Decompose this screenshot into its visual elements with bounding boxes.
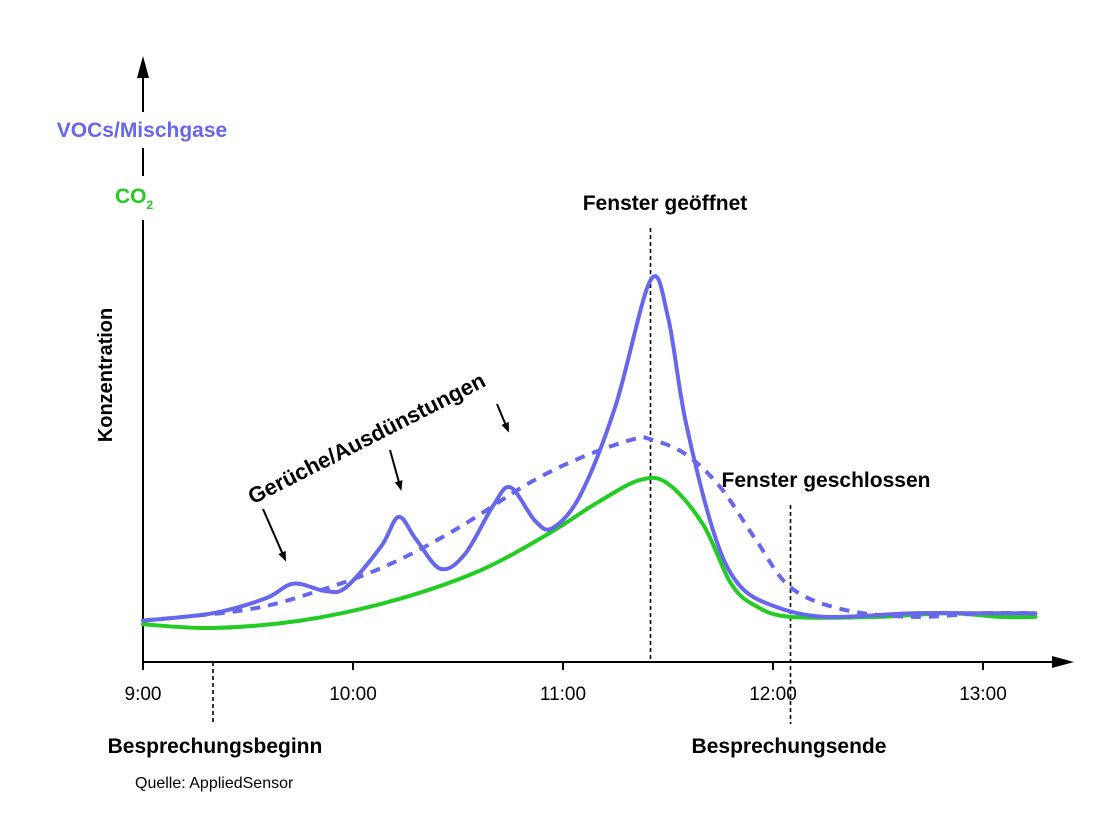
x-tick-label: 13:00 [959, 684, 1007, 705]
legend-co2-sub: 2 [147, 198, 154, 212]
label-fenster-geschlossen: Fenster geschlossen [722, 469, 931, 492]
y-axis-arrow [137, 56, 149, 78]
series-voc-line [141, 274, 1038, 623]
series-voc-dashed-line [142, 435, 1036, 623]
annotation-arrow-3 [496, 403, 509, 433]
annotation-arrow-2 [389, 449, 403, 491]
label-besprechungsende: Besprechungsende [692, 735, 887, 758]
x-tick-label: 12:00 [749, 684, 797, 705]
legend-co2-main: CO [115, 185, 147, 208]
series-co2-line [141, 475, 1038, 631]
annotation-gerueche: Gerüche/Ausdünstungen [244, 368, 490, 510]
legend-gap-co2 [136, 176, 152, 220]
x-tick-label: 9:00 [125, 684, 162, 705]
annotation-arrow-1 [262, 508, 287, 562]
x-tick-label: 11:00 [540, 684, 586, 705]
legend-co2: CO2 [115, 185, 154, 212]
label-fenster-geoeffnet: Fenster geöffnet [583, 192, 748, 215]
label-besprechungsbeginn: Besprechungsbeginn [108, 735, 323, 758]
y-axis-label: Konzentration [95, 308, 117, 442]
source-note: Quelle: AppliedSensor [135, 775, 294, 792]
x-tick-label: 10:00 [329, 684, 377, 705]
marker-lines [212, 228, 792, 724]
x-axis-arrow [1052, 656, 1074, 668]
x-ticks: 9:00 10:00 11:00 12:00 13:00 [125, 662, 1007, 705]
legend-gap-voc [136, 112, 152, 148]
legend-voc: VOCs/Mischgase [57, 119, 227, 142]
